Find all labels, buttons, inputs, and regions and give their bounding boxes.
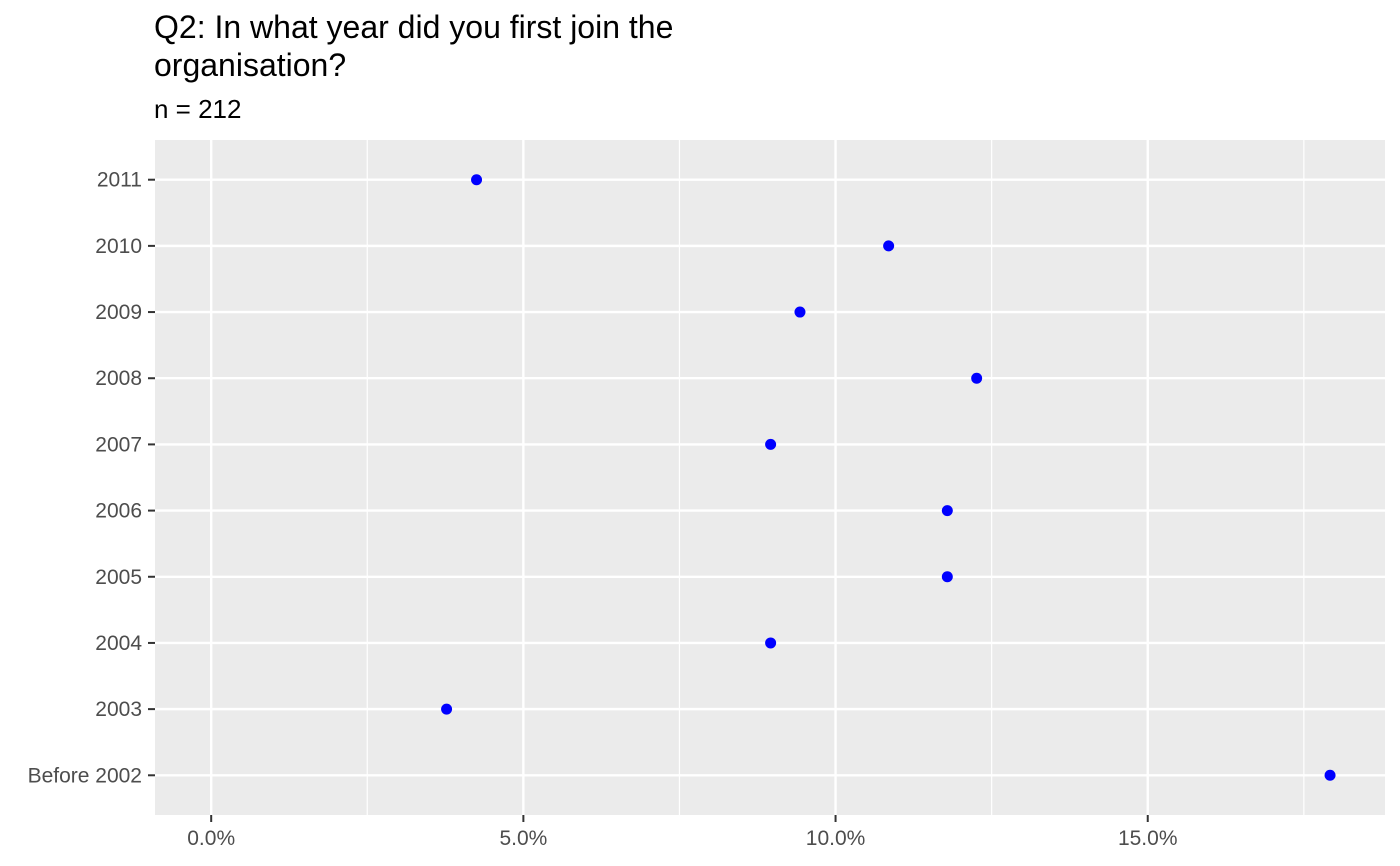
y-tick-label: 2004: [95, 632, 142, 655]
data-point: [971, 372, 983, 384]
x-tick-label: 0.0%: [187, 827, 235, 850]
data-point: [471, 174, 483, 186]
y-tick-label: 2007: [95, 433, 142, 456]
y-tick-label: 2006: [95, 500, 142, 523]
x-tick-label: 15.0%: [1118, 827, 1178, 850]
data-point: [441, 703, 453, 715]
data-point: [883, 240, 895, 252]
y-tick-label: 2005: [95, 566, 142, 589]
y-tick-label: 2009: [95, 301, 142, 324]
y-tick-label: 2011: [97, 169, 142, 192]
chart-title: Q2: In what year did you first join the …: [154, 9, 674, 83]
y-tick-label: Before 2002: [28, 764, 142, 787]
data-point: [941, 505, 953, 517]
chart-subtitle: n = 212: [154, 94, 242, 124]
data-point: [1324, 769, 1336, 781]
data-point: [765, 637, 777, 649]
y-tick-label: 2003: [95, 698, 142, 721]
data-point: [765, 438, 777, 450]
y-tick-label: 2010: [95, 235, 142, 258]
x-tick-label: 10.0%: [806, 827, 866, 850]
data-point: [794, 306, 806, 318]
x-tick-label: 5.0%: [499, 827, 547, 850]
data-point: [941, 571, 953, 583]
plot-panel: [155, 140, 1385, 815]
y-tick-label: 2008: [95, 367, 142, 390]
